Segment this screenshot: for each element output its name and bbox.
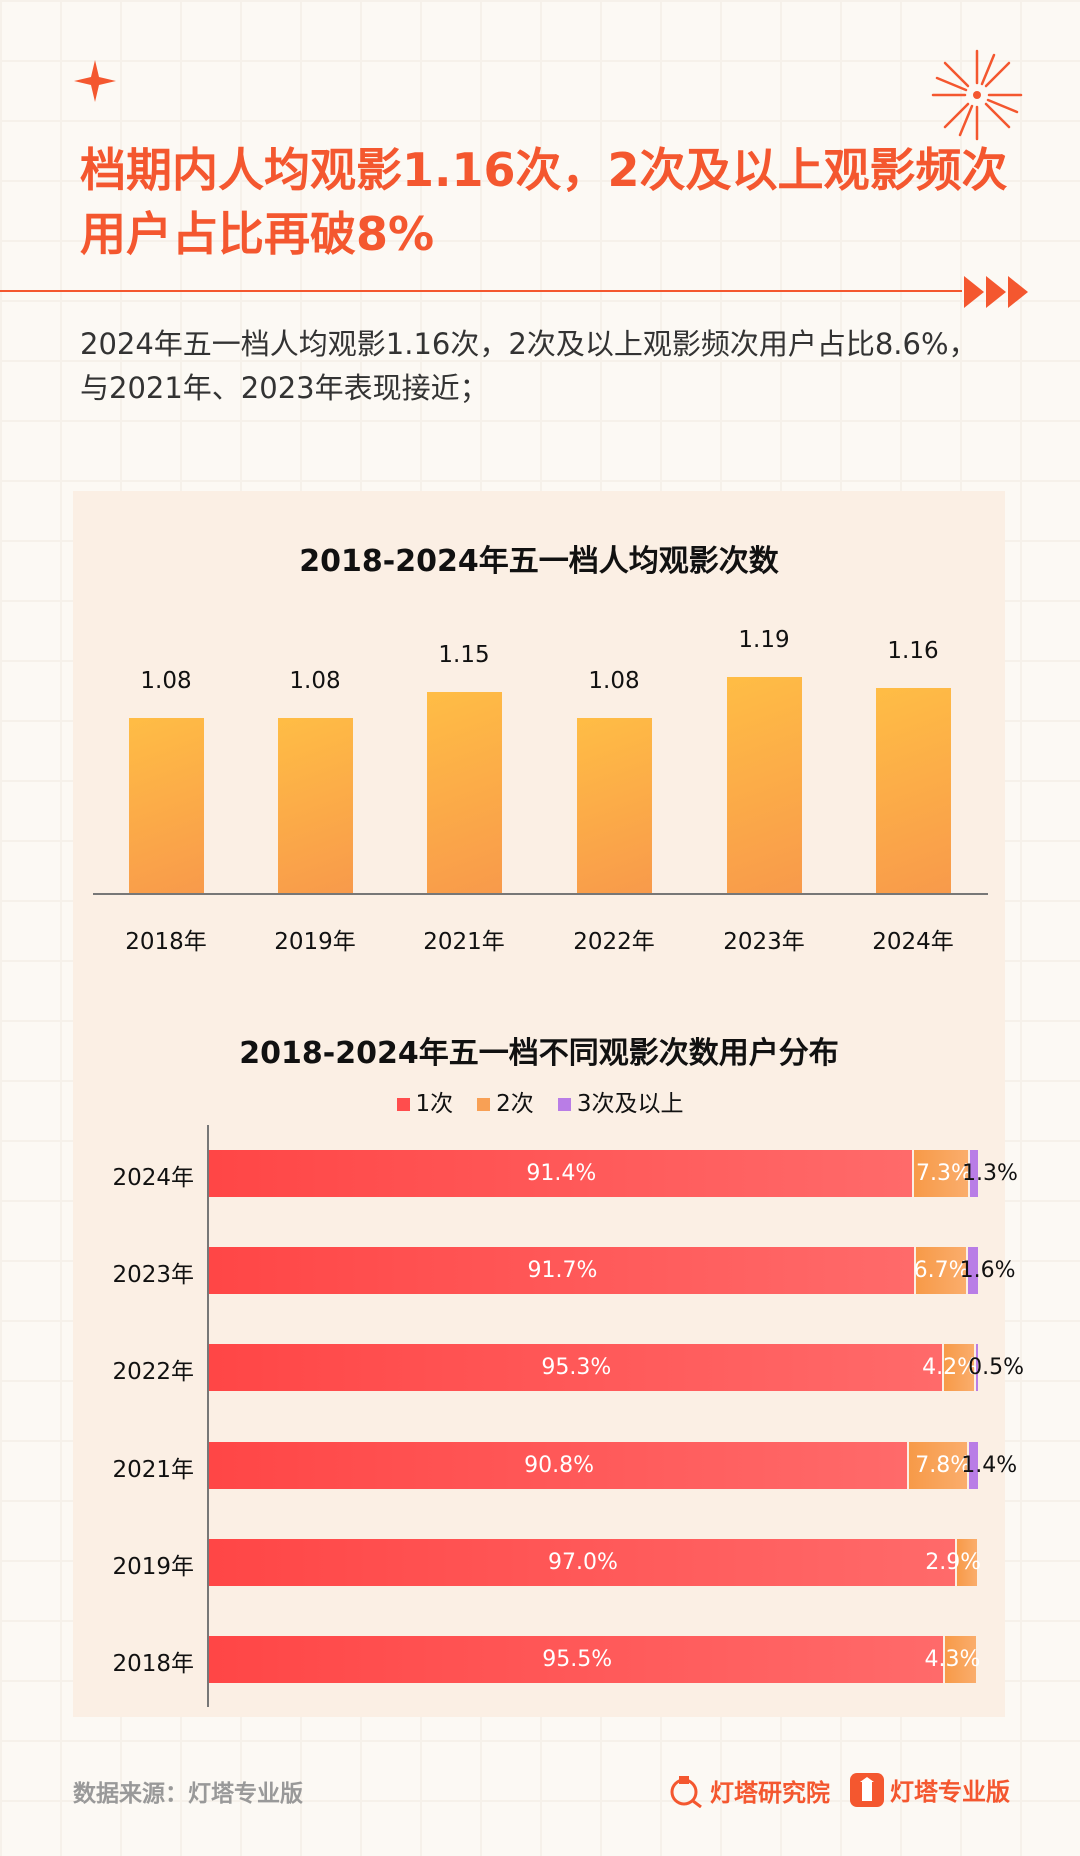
page-title: 档期内人均观影1.16次，2次及以上观影频次用户占比再破8% xyxy=(80,143,1008,261)
bar-segment-3 xyxy=(967,1247,978,1294)
legend: 1次 2次 3次及以上 xyxy=(0,1084,1080,1118)
x-tick-label: 2019年 xyxy=(274,929,356,955)
bar xyxy=(876,687,951,893)
segment-label: 90.8% xyxy=(524,1453,594,1478)
lighthouse-app-icon xyxy=(850,1772,884,1807)
legend-item-1: 1次 xyxy=(396,1084,454,1118)
lighthouse-search-icon xyxy=(670,1776,702,1808)
segment-label: 91.7% xyxy=(527,1258,598,1283)
segment-label: 2.9% xyxy=(925,1550,982,1575)
y-tick-label: 2018年 xyxy=(112,1651,194,1677)
bar-segment-3 xyxy=(976,1344,979,1391)
bar-segment-2 xyxy=(909,1442,968,1489)
x-axis xyxy=(93,893,988,895)
bar-segment-1 xyxy=(209,1636,944,1683)
chart1-title: 2018-2024年五一档人均观影次数 xyxy=(299,544,779,579)
segment-label: 95.3% xyxy=(541,1355,612,1380)
legend-swatch xyxy=(557,1098,571,1111)
bar xyxy=(278,717,353,893)
firework-icon xyxy=(931,49,1023,141)
brand-name: 灯塔研究院 xyxy=(710,1778,830,1807)
bar-segment-2 xyxy=(956,1539,978,1586)
brand-pro: 灯塔专业版 xyxy=(850,1772,1010,1807)
bar-segment-1 xyxy=(209,1247,914,1294)
segment-label: 1.4% xyxy=(961,1453,1018,1478)
x-tick-label: 2021年 xyxy=(423,929,505,955)
legend-item-3: 3次及以上 xyxy=(557,1084,684,1118)
legend-swatch xyxy=(396,1098,410,1111)
segment-label: 6.7% xyxy=(913,1258,970,1283)
bar-segment-1 xyxy=(209,1442,908,1489)
segment-label: 1.3% xyxy=(961,1161,1018,1186)
y-axis xyxy=(207,1125,209,1707)
bar xyxy=(727,676,802,893)
value-label: 1.19 xyxy=(738,626,790,653)
legend-swatch xyxy=(477,1098,491,1111)
segment-label: 91.4% xyxy=(526,1161,597,1186)
legend-label: 2次 xyxy=(496,1091,534,1117)
legend-item-2: 2次 xyxy=(477,1084,534,1118)
x-tick-label: 2024年 xyxy=(872,929,954,955)
y-tick-label: 2019年 xyxy=(112,1554,194,1580)
data-source: 数据来源：灯塔专业版 xyxy=(73,1781,303,1807)
segment-label: 97.0% xyxy=(547,1550,618,1575)
bar-segment-3 xyxy=(969,1150,978,1197)
brand-research: 灯塔研究院 xyxy=(668,1772,830,1808)
segment-label: 4.2% xyxy=(922,1355,979,1380)
summary-text: 2024年五一档人均观影1.16次，2次及以上观影频次用户占比8.6%，与202… xyxy=(80,327,978,405)
legend-label: 3次及以上 xyxy=(576,1091,684,1117)
bar-segment-2 xyxy=(916,1247,966,1294)
segment-label: 4.3% xyxy=(924,1647,981,1672)
bar xyxy=(577,717,652,893)
triple-arrow-icon xyxy=(964,276,1028,308)
divider xyxy=(0,290,962,292)
y-tick-label: 2023年 xyxy=(112,1262,194,1288)
segment-label: 7.8% xyxy=(915,1453,972,1478)
sparkle-icon xyxy=(74,60,116,102)
bar xyxy=(129,717,204,893)
bar-segment-3 xyxy=(969,1442,978,1489)
segment-label: 1.6% xyxy=(959,1258,1016,1283)
value-label: 1.08 xyxy=(140,667,192,694)
segment-label: 7.3% xyxy=(915,1161,972,1186)
x-tick-label: 2023年 xyxy=(723,929,805,955)
bar-segment-2 xyxy=(945,1636,977,1683)
segment-label: 0.5% xyxy=(968,1355,1025,1380)
chart2-title: 2018-2024年五一档不同观影次数用户分布 xyxy=(239,1036,839,1071)
brand-name: 灯塔专业版 xyxy=(890,1778,1010,1806)
y-tick-label: 2021年 xyxy=(112,1457,194,1483)
bar-segment-1 xyxy=(209,1539,955,1586)
bar-segment-1 xyxy=(209,1344,942,1391)
y-tick-label: 2022年 xyxy=(112,1359,194,1385)
x-tick-label: 2022年 xyxy=(573,929,655,955)
value-label: 1.08 xyxy=(588,667,640,694)
bar-segment-2 xyxy=(943,1344,975,1391)
segment-label: 95.5% xyxy=(542,1647,613,1672)
value-label: 1.16 xyxy=(887,637,939,664)
y-tick-label: 2024年 xyxy=(112,1165,194,1191)
x-tick-label: 2018年 xyxy=(125,929,207,955)
value-label: 1.08 xyxy=(289,667,341,694)
chart-panel xyxy=(73,491,1005,1717)
value-label: 1.15 xyxy=(438,641,490,668)
bar-segment-1 xyxy=(209,1150,912,1197)
bar-segment-2 xyxy=(913,1150,968,1197)
legend-label: 1次 xyxy=(415,1091,454,1117)
bar xyxy=(427,691,502,893)
